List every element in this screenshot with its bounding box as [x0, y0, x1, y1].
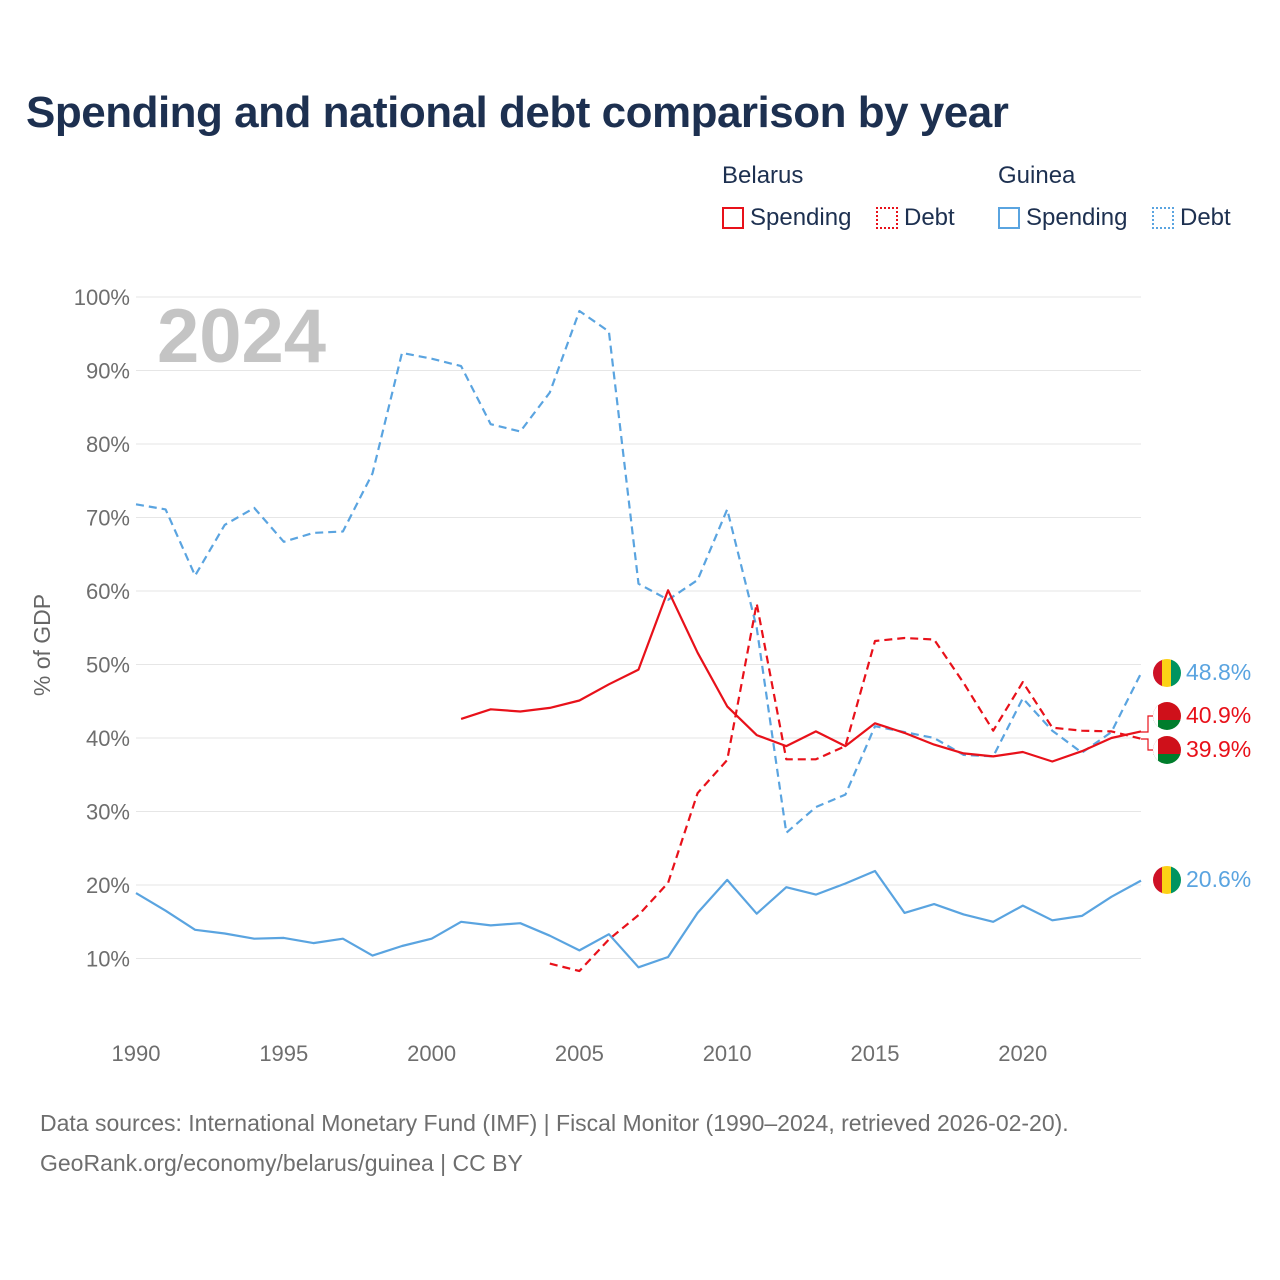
legend-label-guinea-debt: Debt: [1180, 204, 1231, 231]
x-axis-ticks: 1990 1995 2000 2005 2010 2015 2020: [112, 1041, 1048, 1066]
legend-label-belarus-debt: Debt: [904, 204, 955, 231]
series-line-belarus-spending: [460, 589, 1142, 763]
y-tick-label: 80%: [86, 432, 130, 457]
legend-guinea: Guinea Spending Debt: [998, 162, 1268, 242]
y-tick-label: 90%: [86, 359, 130, 384]
series-line-belarus-debt: [549, 602, 1142, 973]
y-tick-label: 10%: [86, 947, 130, 972]
legend-swatch-belarus-spending: [722, 207, 744, 229]
y-tick-label: 100%: [74, 285, 130, 310]
belarus-flag-icon: [1153, 702, 1181, 730]
legend-item-guinea-debt[interactable]: Debt: [1152, 204, 1231, 232]
x-tick-label: 1990: [112, 1041, 161, 1066]
legend-swatch-guinea-spending: [998, 207, 1020, 229]
legend-belarus: Belarus Spending Debt: [722, 162, 982, 242]
legend-label-belarus-spending: Spending: [750, 204, 852, 231]
belarus-flag-icon: [1153, 736, 1181, 764]
y-tick-label: 60%: [86, 579, 130, 604]
series-lines: [135, 309, 1142, 973]
guinea-flag-icon: [1153, 659, 1181, 687]
connector-belarus-spending: [1141, 715, 1153, 733]
legend-country-belarus: Belarus: [722, 162, 804, 189]
x-tick-label: 2020: [998, 1041, 1047, 1066]
legend-item-belarus-spending[interactable]: Spending: [722, 204, 851, 232]
y-axis-ticks: 10% 20% 30% 40% 50% 60% 70% 80% 90% 100%: [74, 285, 130, 972]
legend-country-guinea: Guinea: [998, 162, 1076, 189]
end-label-guinea-debt: 48.8%: [1186, 659, 1251, 685]
y-tick-label: 30%: [86, 800, 130, 825]
watermark-year: 2024: [157, 294, 326, 379]
x-tick-label: 1995: [259, 1041, 308, 1066]
gridlines: [136, 296, 1141, 959]
y-tick-label: 70%: [86, 506, 130, 531]
legend-item-guinea-spending[interactable]: Spending: [998, 204, 1127, 232]
end-label-belarus-spending: 40.9%: [1186, 702, 1251, 728]
y-tick-label: 40%: [86, 726, 130, 751]
y-tick-label: 20%: [86, 873, 130, 898]
legend-swatch-guinea-debt: [1152, 207, 1174, 229]
x-tick-label: 2000: [407, 1041, 456, 1066]
chart-title: Spending and national debt comparison by…: [26, 88, 1009, 137]
guinea-flag-icon: [1153, 866, 1181, 894]
end-label-guinea-spending: 20.6%: [1186, 866, 1251, 892]
legend-swatch-belarus-debt: [876, 207, 898, 229]
x-tick-label: 2005: [555, 1041, 604, 1066]
connector-belarus-debt: [1141, 738, 1153, 751]
footer-credit: GeoRank.org/economy/belarus/guinea | CC …: [40, 1150, 523, 1176]
series-line-guinea-debt: [135, 309, 1142, 834]
end-label-belarus-debt: 39.9%: [1186, 736, 1251, 762]
y-axis-label: % of GDP: [29, 594, 55, 696]
footer-sources: Data sources: International Monetary Fun…: [40, 1110, 1069, 1136]
x-tick-label: 2010: [703, 1041, 752, 1066]
legend-item-belarus-debt[interactable]: Debt: [876, 204, 955, 232]
series-line-guinea-spending: [135, 869, 1142, 969]
x-tick-label: 2015: [850, 1041, 899, 1066]
legend-label-guinea-spending: Spending: [1026, 204, 1128, 231]
y-tick-label: 50%: [86, 653, 130, 678]
